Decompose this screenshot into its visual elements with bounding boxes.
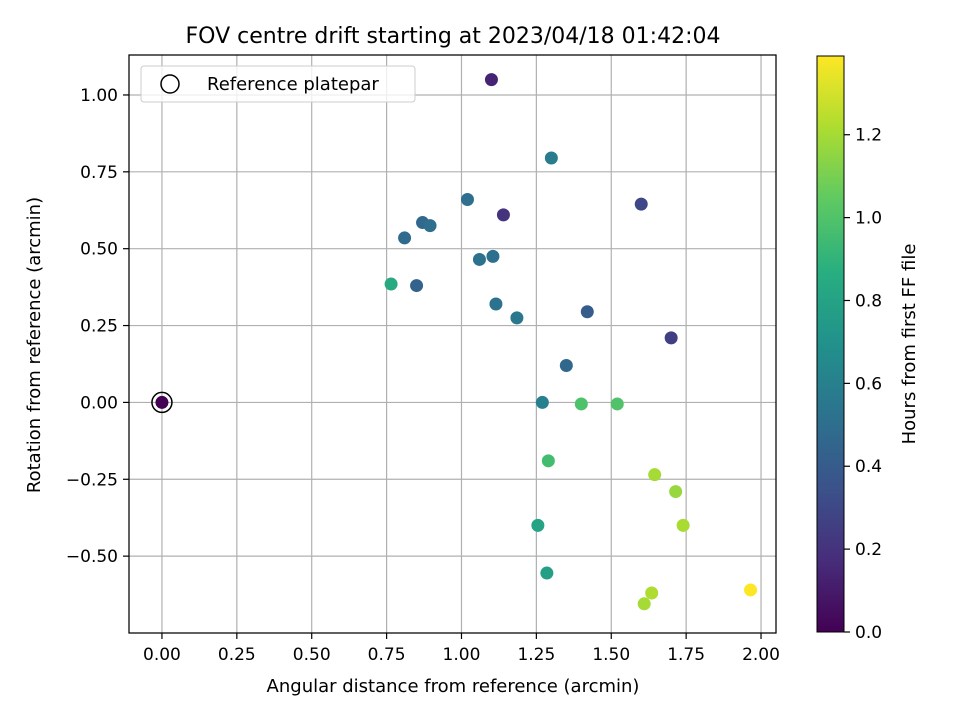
data-point (634, 197, 648, 211)
y-tick-label: −0.25 (66, 470, 118, 490)
x-tick-label: 0.50 (293, 645, 331, 665)
data-point (669, 485, 683, 499)
data-point (645, 586, 659, 600)
data-point (541, 454, 555, 468)
data-point (559, 359, 573, 373)
data-point (648, 468, 662, 482)
x-tick-label: 0.00 (143, 645, 181, 665)
data-point (744, 583, 758, 597)
data-point (484, 73, 498, 87)
data-point (637, 597, 651, 611)
colorbar-gradient (816, 55, 845, 633)
colorbar-label: Hours from first FF file (899, 244, 920, 445)
legend: Reference platepar (140, 65, 416, 103)
data-point (496, 208, 510, 222)
data-point (664, 331, 678, 345)
x-tick-label: 1.75 (667, 645, 705, 665)
chart-title: FOV centre drift starting at 2023/04/18 … (186, 24, 721, 49)
y-axis-ticks: −0.50 −0.25 0.00 0.25 0.50 0.75 1.00 (66, 86, 129, 567)
legend-label: Reference platepar (207, 74, 379, 95)
x-tick-label: 1.50 (592, 645, 630, 665)
data-point (535, 395, 549, 409)
grid (129, 55, 776, 633)
data-point (423, 219, 437, 233)
colorbar: 0.0 0.2 0.4 0.6 0.8 1.0 1.2 Hours from first F… (816, 55, 920, 643)
legend-box (140, 65, 416, 103)
colorbar-tick-label: 0.2 (855, 540, 882, 560)
y-tick-label: 0.00 (80, 393, 118, 413)
y-tick-label: 0.75 (80, 163, 118, 183)
data-point (510, 311, 524, 325)
colorbar-ticks: 0.0 0.2 0.4 0.6 0.8 1.0 1.2 (844, 126, 882, 643)
x-tick-label: 1.25 (517, 645, 555, 665)
x-tick-label: 0.25 (218, 645, 256, 665)
data-point (574, 397, 588, 411)
data-point (460, 193, 474, 206)
y-tick-label: −0.50 (66, 547, 118, 567)
data-point (610, 397, 624, 411)
y-tick-label: 1.00 (80, 86, 118, 106)
colorbar-tick-label: 0.0 (855, 623, 882, 643)
colorbar-tick-label: 1.0 (855, 209, 882, 229)
x-tick-label: 0.75 (368, 645, 406, 665)
data-point (544, 151, 558, 165)
colorbar-tick-label: 0.6 (855, 374, 882, 394)
data-point (472, 252, 486, 266)
reference-marker (151, 391, 173, 414)
legend-marker (160, 74, 180, 94)
plot-frame (128, 54, 777, 634)
y-tick-label: 0.25 (80, 317, 118, 337)
x-axis-ticks: 0.00 0.25 0.50 0.75 1.00 1.25 1.50 1.75 2.00 (143, 633, 780, 665)
colorbar-tick-label: 0.8 (855, 291, 882, 311)
data-point (155, 395, 169, 409)
data-point (489, 297, 503, 311)
x-tick-label: 1.00 (443, 645, 481, 665)
data-point (410, 279, 424, 293)
y-axis-label: Rotation from reference (arcmin) (24, 197, 45, 493)
x-axis-label: Angular distance from reference (arcmin) (267, 676, 640, 697)
x-tick-label: 2.00 (742, 645, 780, 665)
y-tick-label: 0.50 (80, 240, 118, 260)
data-point (398, 231, 412, 245)
colorbar-tick-label: 1.2 (855, 126, 882, 146)
data-point (580, 305, 594, 319)
data-point (531, 518, 545, 532)
data-point (384, 277, 398, 291)
data-point (486, 249, 500, 263)
colorbar-tick-label: 0.4 (855, 457, 882, 477)
data-point (540, 566, 554, 580)
data-point (676, 518, 690, 532)
data-points (151, 73, 758, 611)
